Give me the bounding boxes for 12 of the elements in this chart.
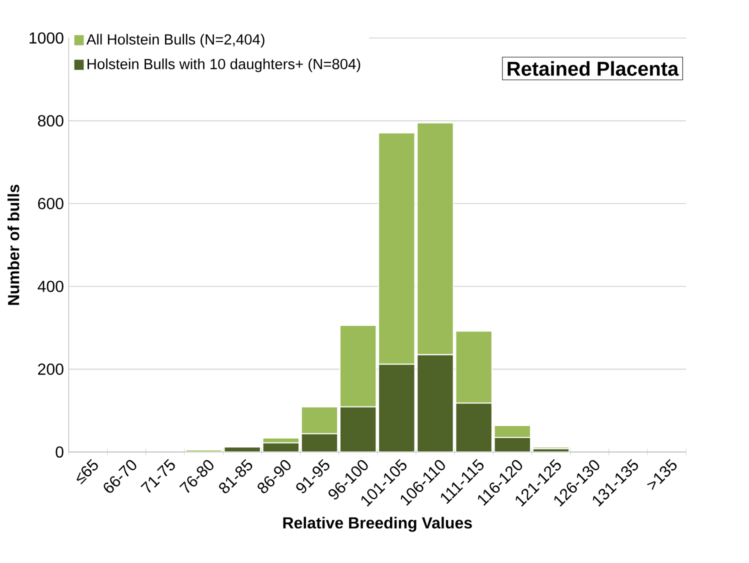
legend-label: Holstein Bulls with 10 daughters+ (N=804): [88, 58, 360, 72]
y-tick-label: 400: [38, 280, 64, 292]
y-tick-label: 200: [38, 364, 64, 375]
legend-label: All Holstein Bulls (N=2,404): [86, 34, 264, 48]
y-axis-title: Number of bulls: [8, 184, 20, 305]
x-axis-title: Relative Breeding Values: [283, 516, 472, 532]
y-tick-label: 800: [38, 115, 64, 126]
y-tick-label: 600: [38, 198, 64, 210]
y-tick-label: 0: [56, 446, 64, 458]
text: Retained Placenta: [508, 61, 679, 76]
x-tick-label: ≤65: [76, 459, 98, 484]
y-tick-label: 1000: [30, 32, 64, 44]
